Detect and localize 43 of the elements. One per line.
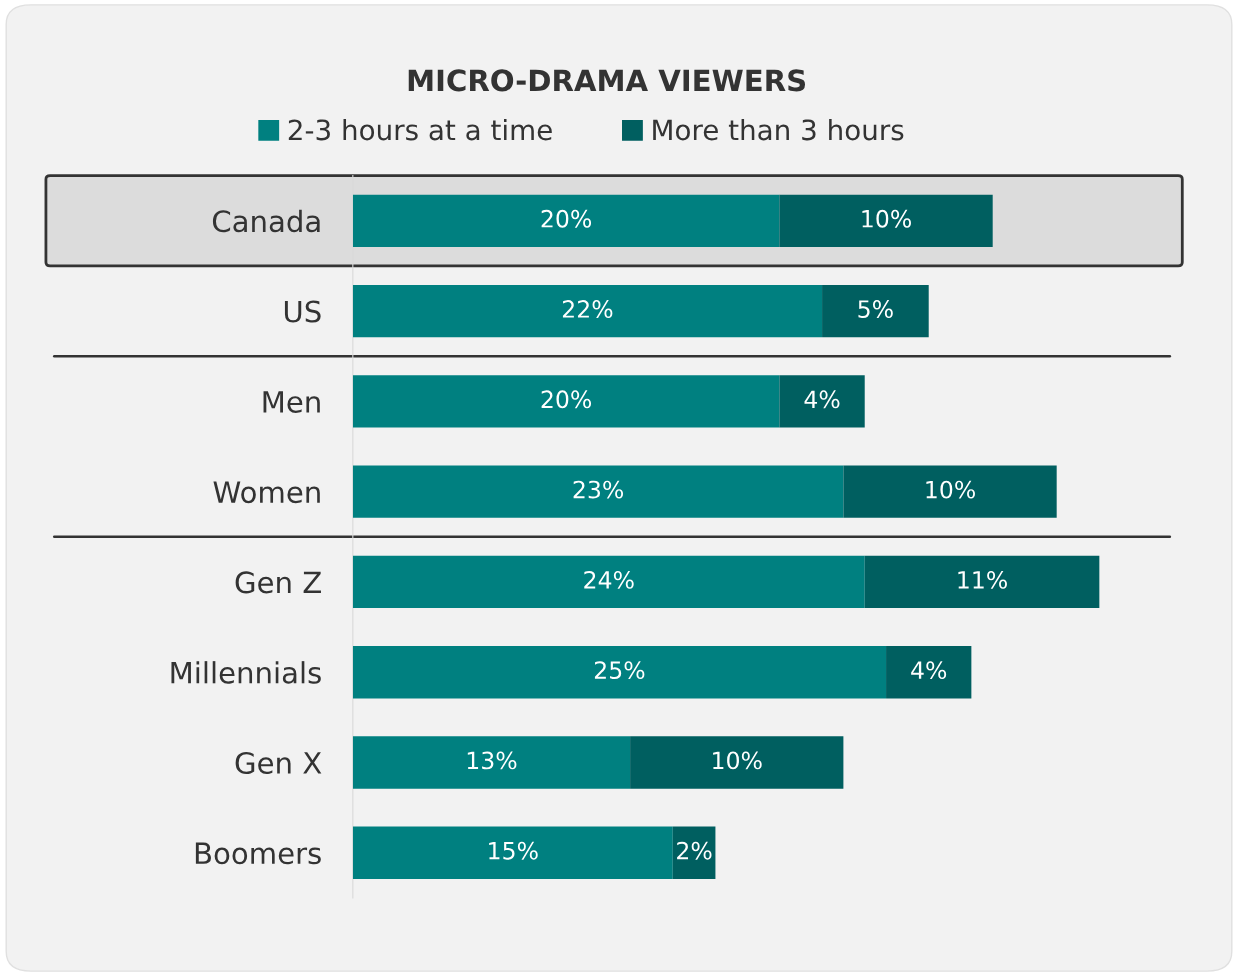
data-label: 20% [541,390,592,409]
data-label: 10% [713,751,762,770]
bar [822,284,929,338]
legend-label: More than 3 hours [653,118,904,141]
bar [352,465,844,518]
data-label: 5% [858,300,893,318]
data-label: 25% [594,661,645,680]
bar [352,646,887,699]
bar [352,736,631,789]
bar [352,284,823,338]
data-label: 24% [584,570,634,589]
y-tick-label: Men [263,391,320,413]
bar [886,646,972,699]
legend-label: 2-3 hours at a time [288,118,552,141]
data-label: 13% [467,751,517,770]
data-label: 10% [926,480,975,499]
data-label: 23% [573,480,624,499]
bar [779,194,993,247]
y-tick-label: Millennials [171,661,321,684]
y-tick-label: Gen X [235,751,322,774]
bar [672,826,716,879]
data-label: 4% [804,390,840,409]
bar [630,736,844,789]
data-label: 11% [958,570,1007,589]
y-tick-label: Canada [212,209,320,233]
y-tick-label: Gen Z [235,571,321,594]
y-tick-label: US [284,300,321,323]
y-tick-label: Boomers [195,842,321,865]
bar [864,555,1100,609]
chart-title: MICRO-DRAMA VIEWERS [408,69,806,92]
data-label: 15% [489,841,538,860]
data-label: 20% [541,209,592,228]
data-label: 4% [911,661,947,680]
bar [843,465,1057,518]
y-tick-label: Women [213,481,320,504]
bar [352,826,673,879]
bar [352,375,780,428]
bar [779,375,865,428]
bar [352,194,780,247]
data-label: 10% [862,209,911,228]
data-label: 22% [562,300,613,318]
bar [352,555,865,609]
data-label: 2% [677,841,712,860]
